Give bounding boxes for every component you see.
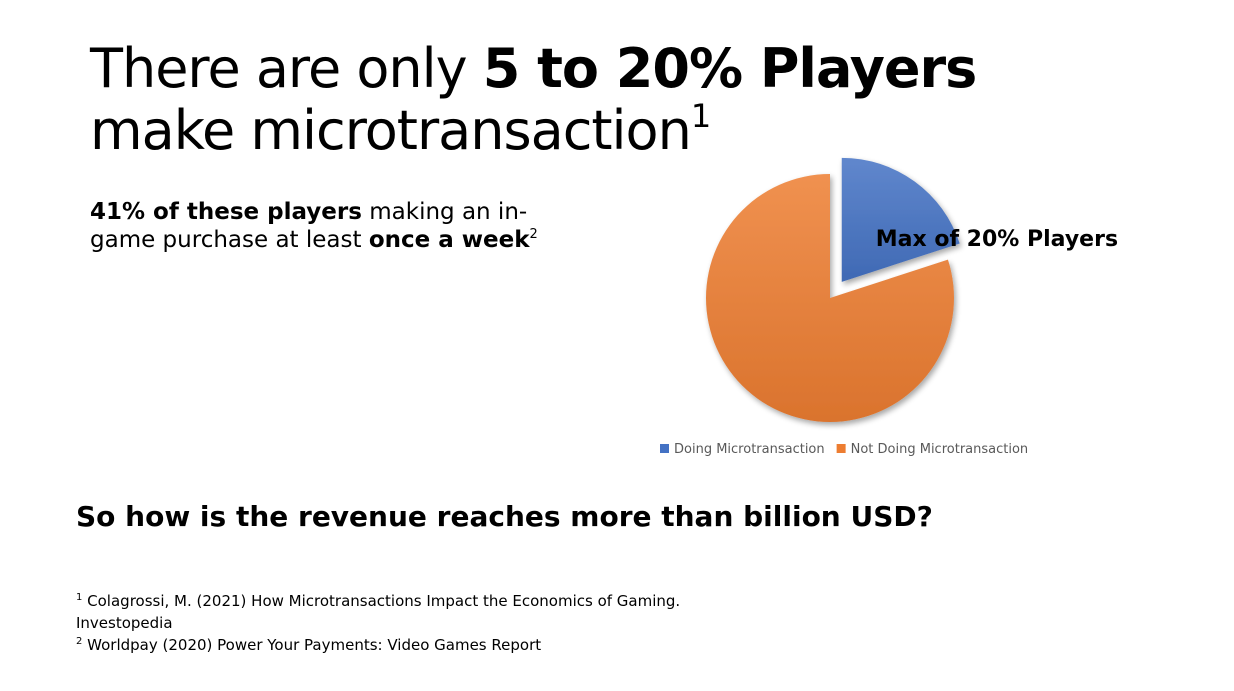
slide-title: There are only 5 to 20% Players make mic… (90, 38, 1070, 162)
pie-slice-doing-microtransaction (841, 157, 960, 282)
slide-subtitle: 41% of these players making an in-game p… (90, 198, 560, 254)
legend-swatch-2 (836, 444, 846, 453)
pie-slice-not-doing-microtransaction (706, 174, 954, 423)
title-bold: 5 to 20% Players (482, 37, 978, 100)
subtitle-bold-1: 41% of these players (90, 199, 362, 225)
revenue-question: So how is the revenue reaches more than … (76, 500, 933, 533)
legend-label-2: Not Doing Microtransaction (851, 442, 1029, 457)
chart-legend: Doing Microtransaction Not Doing Microtra… (660, 442, 1028, 457)
subtitle-bold-2: once a week (368, 227, 530, 253)
reference-1-number: 1 (76, 592, 83, 603)
legend-label-1: Doing Microtransaction (674, 442, 825, 457)
slice-data-label: Max of 20% Players (876, 227, 1118, 252)
title-part-1: There are only (90, 37, 483, 100)
reference-2-text: Worldpay (2020) Power Your Payments: Vid… (87, 636, 542, 654)
reference-2: 2 Worldpay (2020) Power Your Payments: V… (76, 634, 696, 656)
title-part-2: make microtransaction (90, 99, 692, 162)
subtitle-text-1: making an in-game purchase at least (90, 199, 528, 253)
reference-1-text: Colagrossi, M. (2021) How Microtransacti… (76, 592, 681, 632)
pie-chart-svg: Max of 20% Players Doing Microtransactio… (660, 157, 1118, 457)
reference-1: 1 Colagrossi, M. (2021) How Microtransac… (76, 590, 696, 634)
reference-2-number: 2 (76, 636, 83, 647)
subtitle-footnote-marker: 2 (529, 227, 538, 242)
references: 1 Colagrossi, M. (2021) How Microtransac… (76, 590, 696, 656)
title-footnote-marker: 1 (690, 97, 711, 135)
pie-chart: Max of 20% Players Doing Microtransactio… (640, 130, 1200, 480)
legend-swatch-1 (660, 444, 669, 453)
